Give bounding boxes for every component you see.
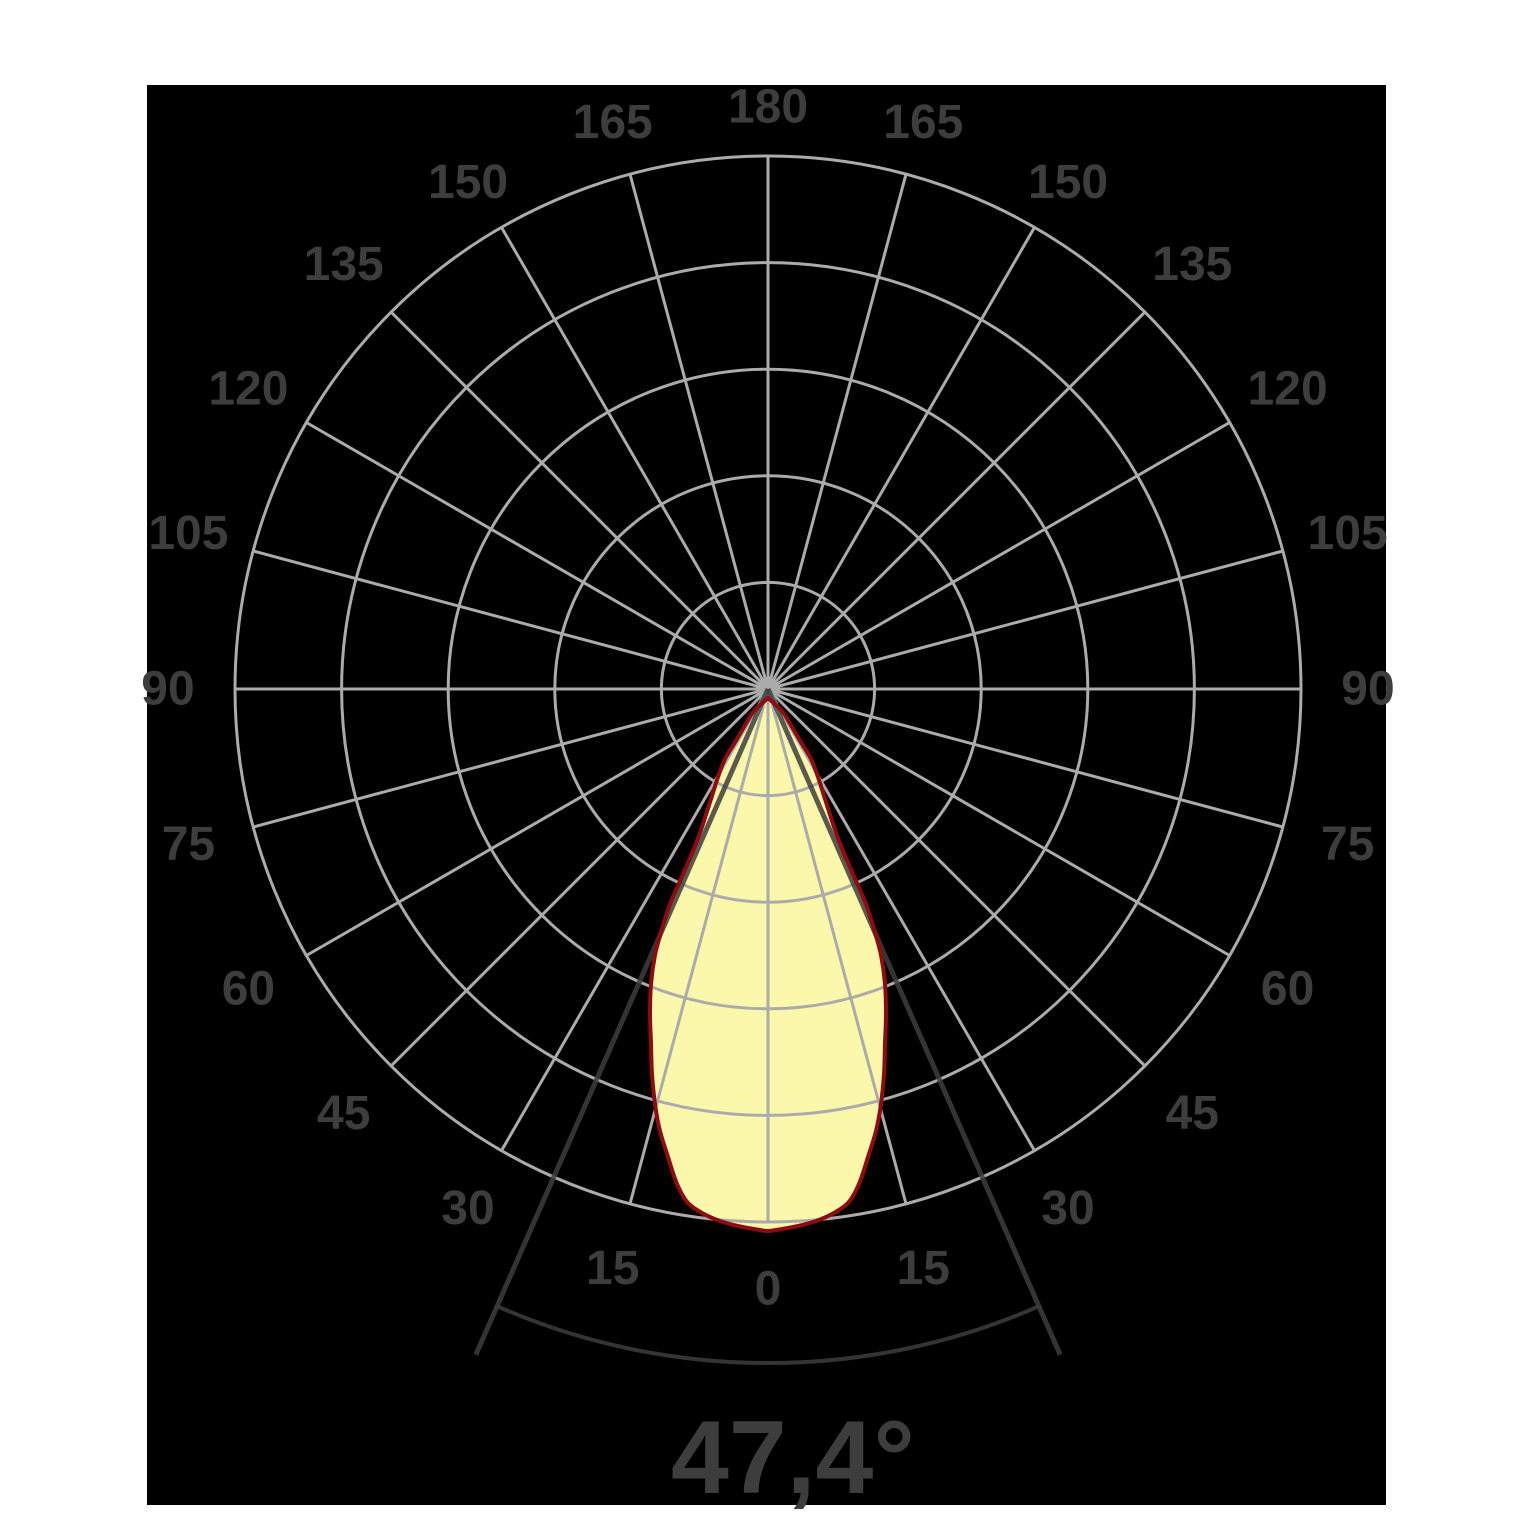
angle-label-120-left: 120 bbox=[208, 363, 288, 416]
beam-angle-line bbox=[473, 687, 771, 1356]
angle-label-90-right: 90 bbox=[1341, 663, 1394, 716]
grid-radial-line bbox=[628, 173, 770, 690]
angle-label-90-left: 90 bbox=[141, 663, 194, 716]
grid-radial-line bbox=[305, 687, 769, 957]
beam-angle-indicator bbox=[473, 687, 1063, 1366]
angle-label-45-right: 45 bbox=[1166, 1087, 1219, 1140]
angle-label-30-right: 30 bbox=[1041, 1182, 1094, 1235]
angle-label-120-right: 120 bbox=[1248, 363, 1328, 416]
angle-label-15-right: 15 bbox=[897, 1242, 950, 1295]
angle-label-60-right: 60 bbox=[1261, 963, 1314, 1016]
angle-label-150-left: 150 bbox=[428, 156, 508, 209]
angle-label-105-left: 105 bbox=[148, 507, 228, 560]
angle-label-0: 0 bbox=[755, 1263, 782, 1316]
beam-angle-arc bbox=[496, 1304, 1040, 1366]
beam-angle-value: 47,4° bbox=[671, 1400, 915, 1516]
angle-label-165-left: 165 bbox=[573, 96, 653, 149]
angle-label-75-left: 75 bbox=[162, 818, 215, 871]
grid-radial-line bbox=[252, 549, 769, 691]
grid-radial-line bbox=[252, 687, 769, 829]
grid-radial-line bbox=[767, 421, 1231, 691]
grid-radial-line bbox=[766, 687, 1146, 1067]
angle-label-105-right: 105 bbox=[1308, 507, 1388, 560]
angle-label-150-right: 150 bbox=[1028, 156, 1108, 209]
angle-label-45-left: 45 bbox=[317, 1087, 370, 1140]
grid-radial-line bbox=[390, 687, 770, 1067]
beam-angle-line bbox=[765, 687, 1063, 1356]
angle-label-180: 180 bbox=[728, 81, 808, 134]
grid-radial-line bbox=[628, 688, 770, 1205]
grid-radial-line bbox=[767, 687, 1284, 829]
angle-label-165-right: 165 bbox=[883, 96, 963, 149]
angle-labels: 0 15 15 30 30 45 45 60 60 75 75 90 90 105 105 120 120 135… bbox=[141, 81, 1394, 1316]
angle-label-75-right: 75 bbox=[1321, 818, 1374, 871]
grid-radial-line bbox=[305, 421, 769, 691]
grid-radial-line bbox=[766, 311, 1146, 691]
angle-label-135-right: 135 bbox=[1152, 238, 1232, 291]
angle-label-30-left: 30 bbox=[441, 1182, 494, 1235]
grid-radial-line bbox=[390, 311, 770, 691]
grid-radial-line bbox=[766, 688, 908, 1205]
grid-radial-line bbox=[766, 226, 1036, 690]
intensity-lobe-outline bbox=[648, 696, 888, 1233]
angle-label-60-left: 60 bbox=[222, 963, 275, 1016]
grid-radial-line bbox=[766, 173, 908, 690]
grid-radial-line bbox=[767, 687, 1231, 957]
angle-label-15-left: 15 bbox=[586, 1242, 639, 1295]
grid-radial-line bbox=[767, 549, 1284, 691]
grid-radial-line bbox=[500, 226, 770, 690]
angle-label-135-left: 135 bbox=[304, 238, 384, 291]
